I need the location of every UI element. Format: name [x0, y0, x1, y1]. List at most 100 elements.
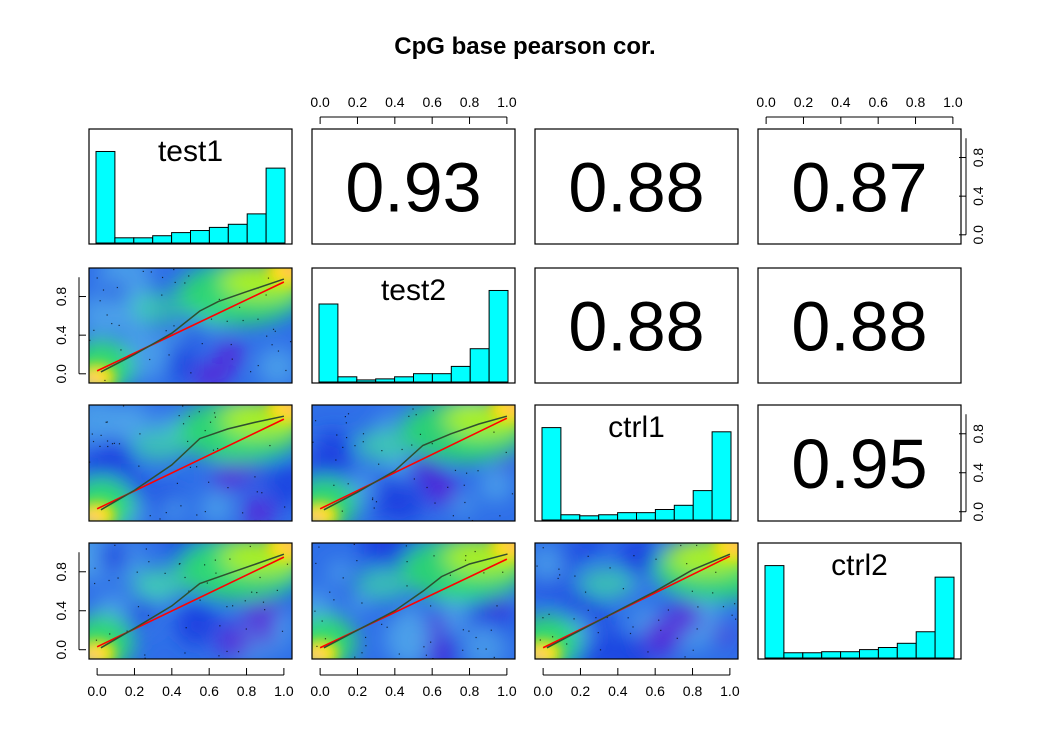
histogram-bar: [802, 652, 823, 659]
scatter-point: [362, 433, 365, 435]
histogram-bar: [337, 376, 358, 383]
scatter-point: [335, 459, 337, 461]
scatter-point: [116, 286, 118, 289]
scatter-point: [573, 618, 575, 620]
tick-label: 0.0: [87, 683, 107, 699]
scatter-point: [647, 651, 649, 653]
scatter-point: [429, 605, 432, 607]
scatter-point: [413, 478, 415, 480]
scatter-point: [353, 543, 355, 546]
scatter-point: [218, 655, 220, 657]
histogram-bar: [246, 213, 267, 244]
scatter-point: [215, 572, 217, 574]
scatter-point: [425, 654, 427, 656]
scatter-panel-frame: [88, 267, 293, 384]
scatter-point: [257, 364, 259, 367]
tick-label: 0.4: [385, 683, 405, 699]
cor-panel-frame: [311, 128, 516, 245]
scatter-point: [284, 506, 286, 508]
scatter-point: [314, 420, 317, 422]
scatter-point: [477, 648, 479, 650]
scatter-point: [178, 414, 180, 417]
scatter-point: [289, 341, 292, 343]
scatter-point: [184, 652, 186, 654]
scatter-point: [189, 466, 192, 468]
scatter-point: [321, 620, 323, 622]
histogram-bar: [431, 373, 452, 383]
scatter-point: [117, 577, 119, 579]
scatter-point: [465, 555, 467, 557]
histogram-bar: [560, 514, 581, 521]
scatter-point: [315, 562, 317, 565]
scatter-point: [113, 442, 115, 444]
scatter-point: [372, 497, 374, 499]
scatter-point: [286, 563, 289, 565]
scatter-point: [354, 445, 356, 447]
scatter-point: [347, 483, 349, 485]
scatter-panel-frame: [88, 404, 293, 522]
histogram-bar: [114, 237, 135, 244]
density-scatter-panel: [312, 543, 515, 659]
scatter-point: [107, 445, 109, 448]
histogram-bar: [265, 167, 286, 244]
scatter-point: [149, 515, 151, 517]
tick-label: 0.0: [756, 94, 776, 110]
scatter-point: [122, 405, 125, 407]
scatter-point: [265, 294, 267, 296]
tick-label: 0.0: [53, 364, 69, 384]
tick-label: 0.8: [970, 148, 986, 168]
scatter-point: [354, 656, 356, 658]
tick-label: 0.4: [608, 683, 628, 699]
scatter-point: [655, 558, 657, 560]
correlation-value: 0.88: [568, 288, 704, 366]
scatter-point: [345, 422, 347, 424]
scatter-point: [558, 568, 560, 570]
scatter-point: [93, 329, 95, 331]
scatter-point: [722, 606, 725, 608]
variable-label: test1: [158, 135, 223, 168]
histogram-bar: [877, 647, 898, 659]
tick-label: 1.0: [497, 94, 517, 110]
scatter-point: [199, 599, 201, 601]
histogram-bar: [840, 651, 860, 659]
scatter-point: [676, 637, 678, 639]
scatter-point: [108, 579, 110, 582]
scatter-point: [464, 559, 467, 561]
scatter-point: [174, 281, 176, 284]
scatter-point: [375, 501, 378, 503]
tick-label: 0.6: [868, 94, 888, 110]
scatter-point: [232, 605, 234, 607]
scatter-panel-frame: [534, 542, 739, 660]
histogram-bar: [318, 303, 339, 383]
scatter-point: [196, 514, 198, 516]
scatter-point: [715, 571, 717, 573]
scatter-point: [216, 447, 219, 450]
scatter-point: [230, 343, 232, 346]
tick-label: 1.0: [720, 683, 740, 699]
scatter-point: [256, 591, 258, 594]
scatter-point: [622, 588, 625, 590]
scatter-point: [178, 563, 180, 565]
scatter-point: [381, 623, 383, 625]
scatter-point: [218, 298, 220, 301]
scatter-point: [364, 636, 367, 639]
scatter-point: [686, 563, 688, 565]
scatter-point: [226, 606, 228, 608]
scatter-point: [231, 358, 233, 360]
scatter-point: [378, 463, 380, 465]
correlation-value: 0.93: [345, 149, 481, 227]
scatter-point: [356, 560, 358, 562]
scatter-point: [408, 415, 410, 417]
tick-label: 0.0: [970, 225, 986, 245]
scatter-point: [680, 544, 682, 547]
cor-panel-frame: [757, 404, 962, 522]
scatter-point: [412, 408, 414, 410]
scatter-point: [106, 421, 108, 423]
density-scatter-panel: [535, 543, 738, 659]
histogram-bar: [375, 378, 396, 383]
scatter-point: [92, 440, 95, 443]
histogram-bar: [598, 514, 619, 521]
cor-panel-frame: [534, 267, 739, 384]
scatter-point: [105, 421, 107, 423]
